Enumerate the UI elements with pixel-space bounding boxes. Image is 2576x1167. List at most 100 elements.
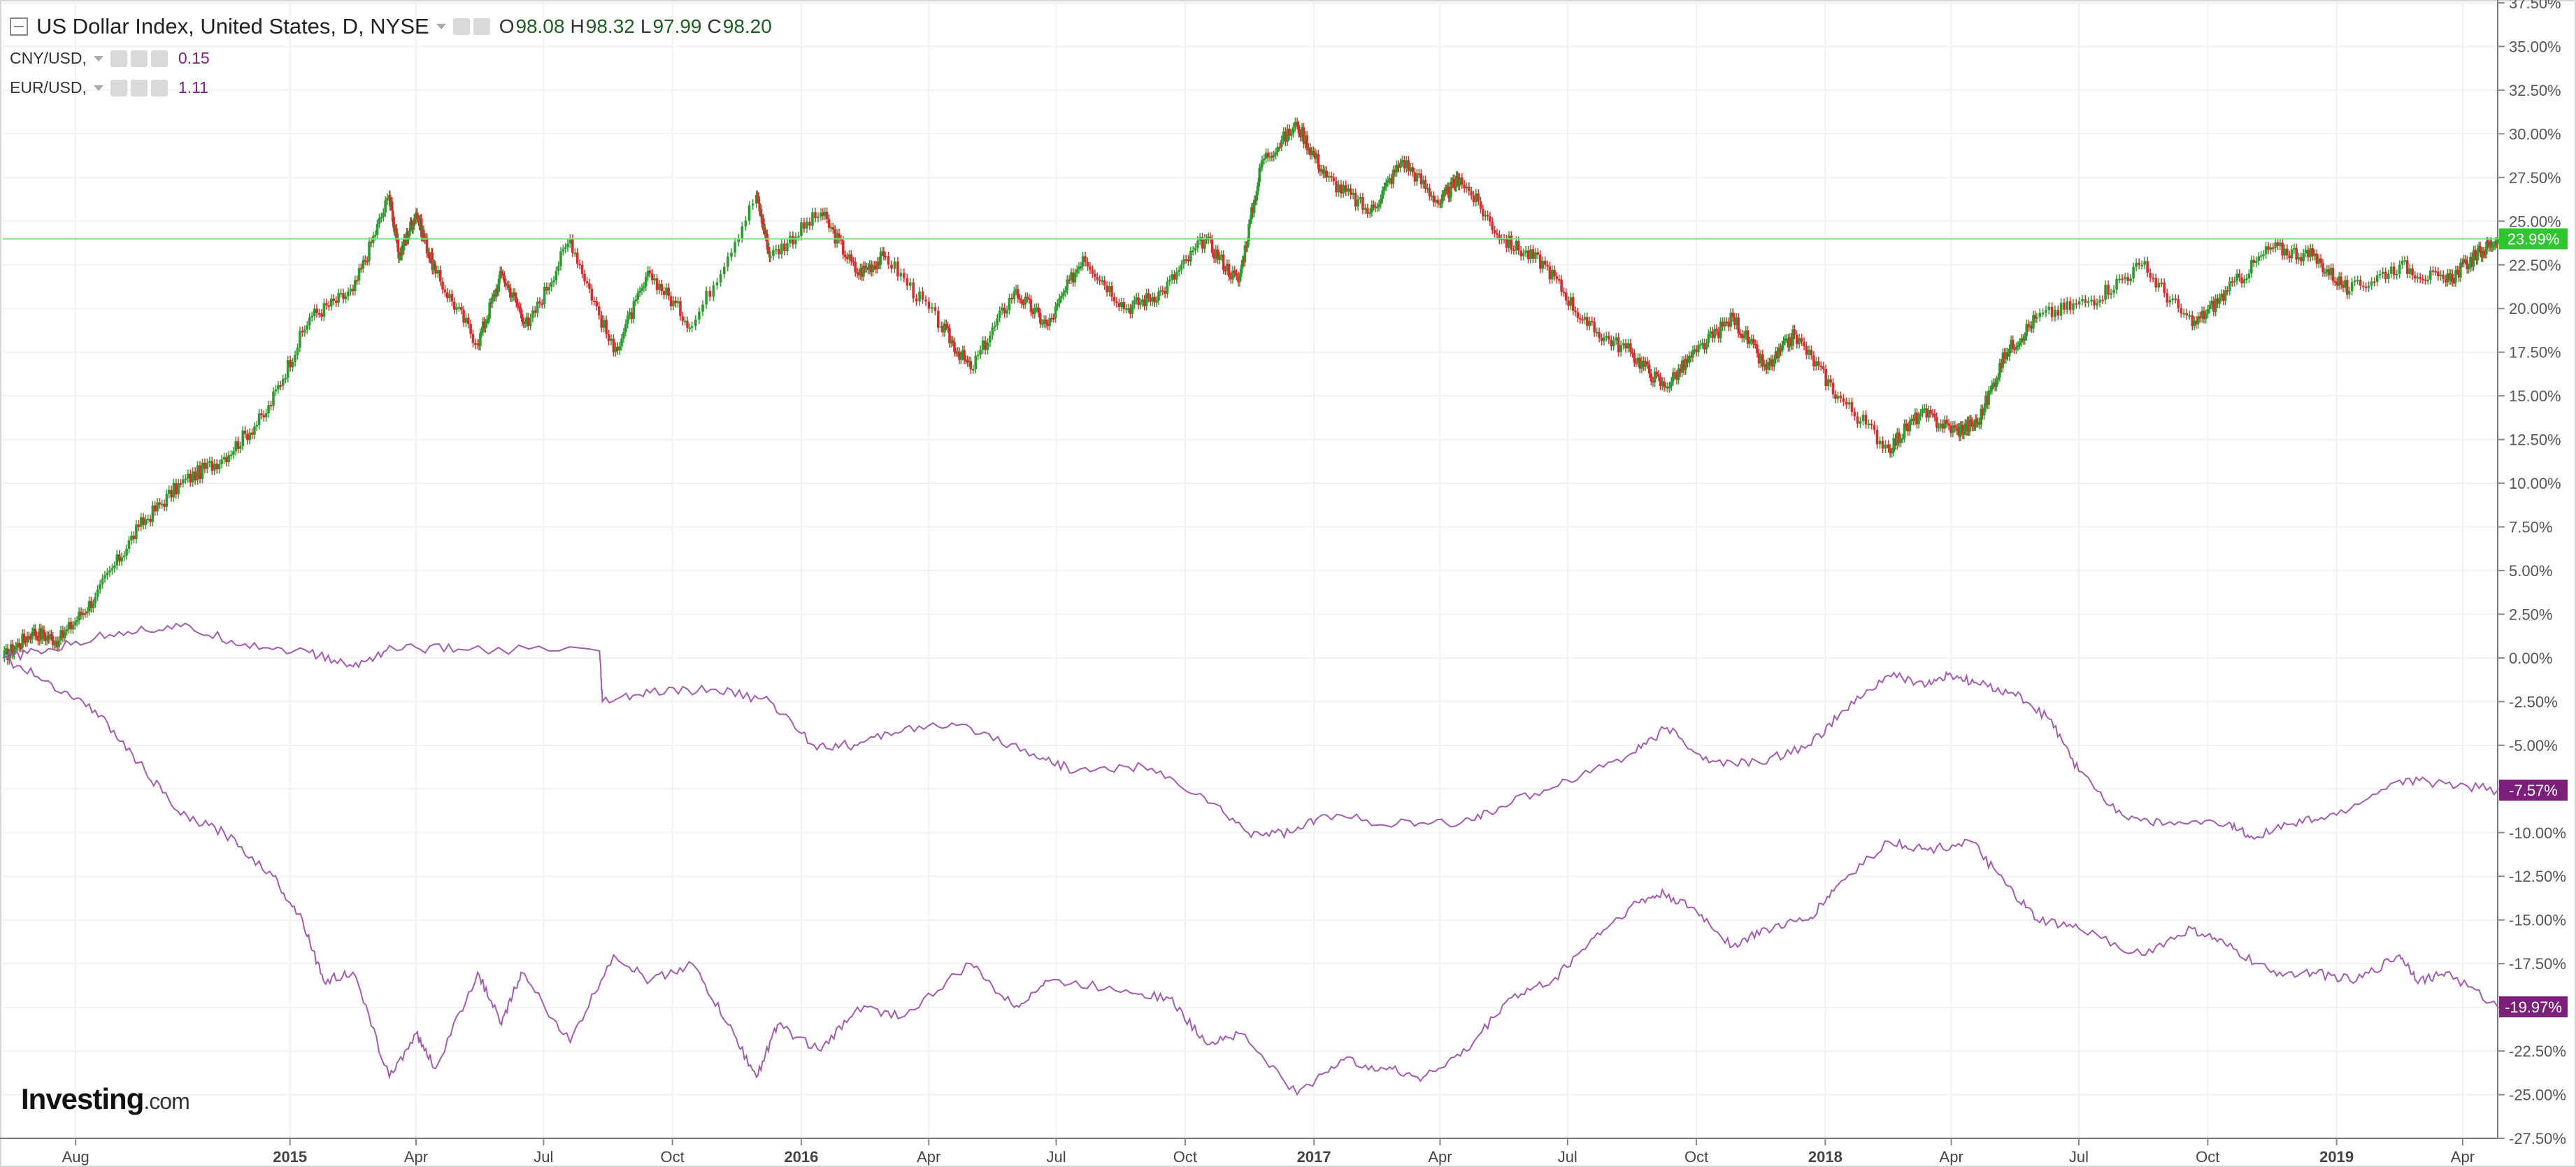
candle-body (448, 294, 451, 299)
candle-body (344, 296, 348, 299)
x-tick-label: Jul (2069, 1148, 2089, 1166)
y-tick-label: 35.00% (2509, 38, 2561, 55)
y-tick-label: 10.00% (2509, 475, 2561, 492)
candle-body (1853, 411, 1856, 417)
candle-body (1927, 410, 1930, 418)
gear-icon[interactable] (473, 18, 490, 35)
candle-body (1312, 150, 1315, 153)
y-tick-label: -12.50% (2509, 868, 2566, 885)
candle-body (971, 368, 975, 371)
candle-body (362, 259, 365, 269)
candle-body (1976, 422, 1980, 424)
y-tick-label: 20.00% (2509, 300, 2561, 317)
candle-body (35, 636, 38, 638)
collapse-legend-button[interactable] (10, 17, 28, 36)
candle-body (534, 310, 537, 313)
candle-body (838, 233, 840, 239)
candle-body (679, 301, 682, 317)
candle-body (2008, 348, 2011, 357)
gear-icon[interactable] (130, 79, 148, 96)
candle-body (800, 222, 803, 236)
candle-body (862, 266, 865, 277)
y-tick-label: 30.00% (2509, 125, 2561, 143)
candle-body (2146, 261, 2149, 273)
candle-body (403, 238, 406, 241)
candle-body (401, 245, 403, 257)
candle-body (864, 266, 866, 269)
candle-body (1986, 395, 1989, 405)
candle-body (764, 227, 766, 234)
candle-body (708, 290, 712, 297)
candle-body (402, 238, 406, 250)
candle-body (2015, 346, 2018, 350)
candle-body (11, 644, 14, 655)
candle-body (766, 234, 769, 250)
candle-body (191, 471, 194, 482)
candle-body (651, 273, 654, 280)
candle-body (2224, 290, 2227, 301)
candle-body (580, 264, 584, 274)
candle-body (2163, 282, 2166, 294)
candle-body (1666, 386, 1669, 389)
candle-body (2252, 259, 2256, 263)
last-value-badge (2499, 996, 2568, 1017)
candle-body (1982, 407, 1986, 415)
candle-body (1018, 298, 1022, 300)
close-icon[interactable] (150, 79, 168, 96)
candle-body (289, 359, 292, 368)
candle-body (1925, 408, 1929, 418)
candle-body (1129, 308, 1132, 315)
candle-body (1655, 371, 1659, 375)
candle-body (866, 267, 870, 271)
candle-body (1653, 371, 1656, 383)
candle-body (144, 519, 148, 525)
candle-body (459, 307, 463, 310)
candle-body (1086, 262, 1089, 267)
chevron-down-icon[interactable] (93, 55, 103, 62)
y-tick-label: -27.50% (2509, 1130, 2566, 1147)
candle-body (3, 650, 6, 658)
candle-body (829, 227, 833, 229)
candle-body (1470, 191, 1473, 196)
candle-body (1001, 307, 1003, 311)
candle-body (366, 260, 368, 262)
close-icon[interactable] (150, 50, 168, 67)
candle-body (476, 343, 479, 345)
candle-body (1875, 429, 1879, 445)
gear-icon[interactable] (130, 50, 148, 67)
eye-icon[interactable] (110, 79, 127, 96)
candle-body (103, 575, 106, 579)
candle-body (1372, 204, 1375, 207)
candle-body (2271, 247, 2275, 249)
candle-body (455, 307, 458, 310)
candle-body (986, 343, 989, 350)
candle-body (1539, 255, 1542, 269)
candle-body (610, 338, 613, 341)
chevron-down-icon[interactable] (436, 24, 446, 29)
candle-body (2259, 255, 2263, 257)
candle-body (431, 252, 434, 271)
candle-body (996, 318, 999, 326)
candle-body (2288, 255, 2291, 259)
candle-body (2414, 275, 2417, 279)
candle-body (1491, 222, 1494, 230)
candle-body (1680, 360, 1684, 373)
candle-body (998, 310, 1001, 319)
candle-body (566, 243, 569, 248)
candle-body (1024, 296, 1027, 305)
candle-body (847, 254, 851, 259)
chevron-down-icon[interactable] (93, 85, 103, 91)
candle-body (1647, 364, 1651, 374)
candle-body (2311, 248, 2314, 257)
candle-body (2274, 242, 2277, 248)
candle-body (1340, 184, 1343, 194)
candle-body (2454, 270, 2457, 283)
candle-body (132, 535, 136, 540)
candle-body (315, 308, 318, 313)
candle-body (2054, 310, 2056, 317)
eye-icon[interactable] (452, 18, 470, 35)
candle-body (2212, 301, 2215, 313)
candle-body (2447, 273, 2451, 281)
eye-icon[interactable] (110, 50, 127, 67)
